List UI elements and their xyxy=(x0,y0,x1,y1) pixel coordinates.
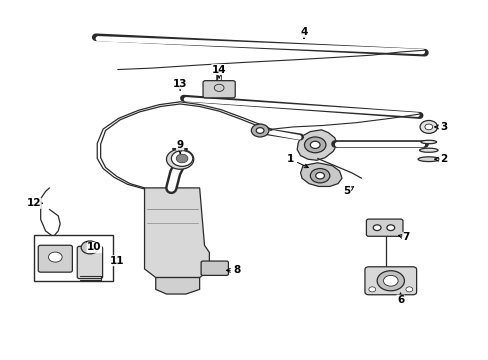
Text: 8: 8 xyxy=(226,265,240,275)
Text: 14: 14 xyxy=(211,64,226,78)
Circle shape xyxy=(419,121,437,134)
Circle shape xyxy=(310,141,320,148)
Text: 2: 2 xyxy=(434,154,446,164)
Circle shape xyxy=(383,275,397,286)
Circle shape xyxy=(48,252,62,262)
Text: 9: 9 xyxy=(176,140,183,153)
Circle shape xyxy=(171,150,192,166)
FancyBboxPatch shape xyxy=(203,81,235,98)
Polygon shape xyxy=(144,188,209,278)
Polygon shape xyxy=(300,163,341,186)
Polygon shape xyxy=(156,278,199,294)
FancyBboxPatch shape xyxy=(364,267,416,295)
Text: 6: 6 xyxy=(396,293,404,305)
Circle shape xyxy=(81,241,99,254)
FancyBboxPatch shape xyxy=(38,245,72,272)
Text: 13: 13 xyxy=(173,79,187,90)
Circle shape xyxy=(424,124,432,130)
Circle shape xyxy=(386,225,394,230)
Text: 12: 12 xyxy=(26,198,42,208)
FancyBboxPatch shape xyxy=(34,234,113,281)
Circle shape xyxy=(304,137,325,153)
Circle shape xyxy=(166,149,193,169)
Text: 3: 3 xyxy=(434,122,446,132)
Circle shape xyxy=(256,128,264,134)
Text: 11: 11 xyxy=(109,256,124,266)
Circle shape xyxy=(372,225,380,230)
Text: 4: 4 xyxy=(300,27,307,39)
Text: 1: 1 xyxy=(286,154,307,168)
Ellipse shape xyxy=(419,148,437,152)
FancyBboxPatch shape xyxy=(77,246,102,279)
Text: 5: 5 xyxy=(343,186,353,197)
Text: 7: 7 xyxy=(398,232,409,242)
Circle shape xyxy=(315,172,324,179)
Text: 10: 10 xyxy=(86,242,102,252)
Polygon shape xyxy=(297,130,336,160)
Circle shape xyxy=(405,287,412,292)
Circle shape xyxy=(376,271,404,291)
FancyBboxPatch shape xyxy=(201,261,228,275)
Ellipse shape xyxy=(417,157,439,162)
Circle shape xyxy=(368,287,375,292)
Circle shape xyxy=(172,153,187,165)
FancyBboxPatch shape xyxy=(366,219,402,236)
Circle shape xyxy=(176,154,187,163)
Circle shape xyxy=(310,168,329,183)
Circle shape xyxy=(251,124,268,137)
Ellipse shape xyxy=(420,140,436,144)
